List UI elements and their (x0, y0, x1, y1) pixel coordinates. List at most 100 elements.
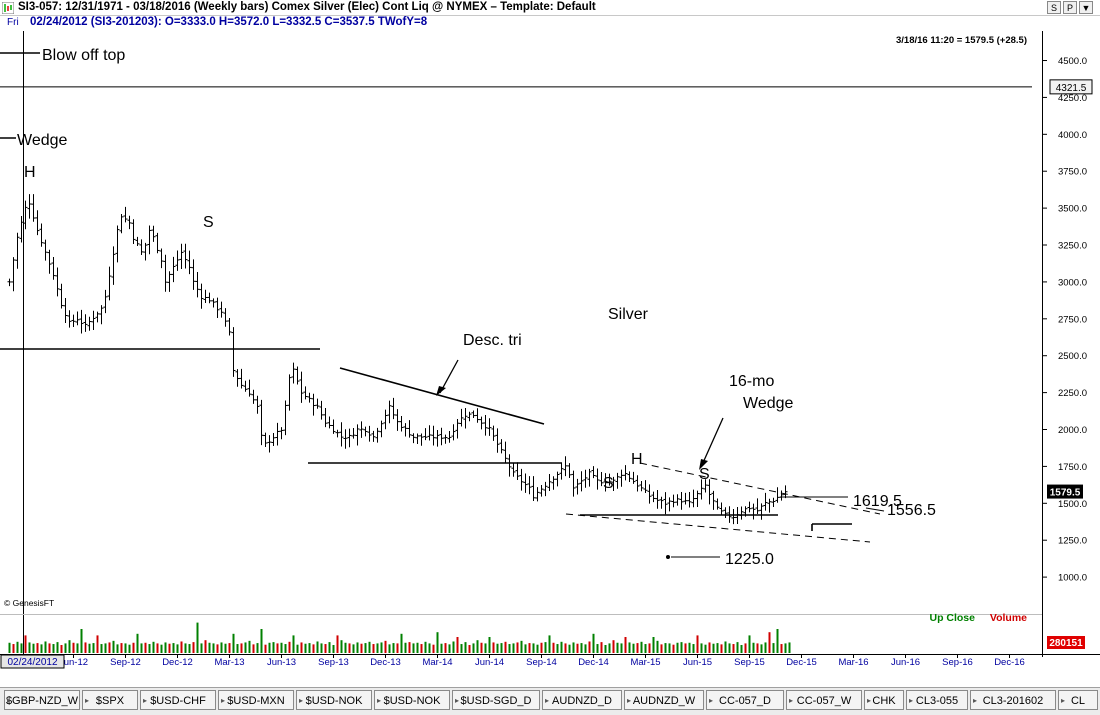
price-bar (67, 310, 72, 328)
price-axis-label: 2750.0 (1058, 314, 1087, 325)
price-bar (39, 223, 44, 247)
volume-bar (508, 644, 511, 653)
symbol-tab[interactable]: ▸ $SPX (82, 690, 138, 710)
price-bar (339, 422, 344, 447)
volume-bar (604, 645, 607, 653)
time-axis-label: Sep-12 (110, 657, 141, 668)
symbol-tab[interactable]: ▸ CC-057_W (786, 690, 862, 710)
price-bar (367, 425, 372, 442)
volume-bar (324, 644, 327, 653)
symbol-tab[interactable]: ▸ $USD-NOK (374, 690, 450, 710)
volume-bar (600, 642, 603, 653)
price-bar (43, 239, 48, 261)
symbol-tab[interactable]: ▸ CC-057_D (706, 690, 784, 710)
price-bar (523, 473, 528, 493)
price-bar (251, 389, 256, 404)
volume-bar (596, 644, 599, 653)
price-bar (263, 432, 268, 447)
s-button[interactable]: S (1047, 1, 1061, 14)
price-axis-label: 1250.0 (1058, 536, 1087, 547)
price-bar (579, 471, 584, 492)
symbol-tab[interactable]: ▸ $USD-CHF (140, 690, 216, 710)
price-axis-panel (1042, 31, 1100, 687)
wedge-lower-dashed (565, 513, 871, 543)
volume-bar (624, 637, 627, 653)
volume-bar (104, 643, 107, 653)
chart-annotation: S (603, 475, 614, 492)
time-axis-label: Mar-16 (838, 657, 868, 668)
chart-annotation: Wedge (17, 132, 68, 149)
price-bar (387, 400, 392, 424)
level-1225-marker (666, 555, 670, 559)
time-axis-label: Dec-15 (786, 657, 817, 668)
p-button[interactable]: P (1063, 1, 1077, 14)
time-axis-label: Jun-15 (683, 657, 712, 668)
time-axis-label: Sep-15 (734, 657, 765, 668)
window-titlebar: SI3-057: 12/31/1971 - 03/18/2016 (Weekly… (0, 0, 1100, 16)
volume-bar (64, 643, 67, 653)
symbol-tab[interactable]: ▸ $USD-NOK (296, 690, 372, 710)
price-axis-label: 2500.0 (1058, 351, 1087, 362)
symbol-tab[interactable]: ▸ CL (1058, 690, 1098, 710)
price-bar (551, 476, 556, 490)
price-bar (547, 474, 552, 492)
price-bar (307, 392, 312, 403)
menu-dropdown-button[interactable]: ▼ (1079, 1, 1093, 14)
volume-bar (464, 642, 467, 653)
price-bar (419, 433, 424, 446)
volume-bar (244, 642, 247, 653)
volume-bar (80, 629, 83, 653)
price-bar (671, 494, 676, 508)
volume-bar (352, 644, 355, 653)
symbol-tab[interactable]: ▸ AUDNZD_D (542, 690, 622, 710)
price-bar (119, 213, 124, 234)
price-bar (607, 473, 612, 486)
volume-bar (300, 642, 303, 653)
price-bar (191, 259, 196, 290)
price-bar (59, 283, 64, 309)
time-axis-label: Jun-13 (267, 657, 296, 668)
tab-arrow-icon: ▸ (545, 696, 550, 705)
chart-annotation: Blow off top (42, 47, 125, 64)
volume-bar (376, 643, 379, 653)
volume-bar (628, 642, 631, 653)
symbol-tab[interactable]: ▸ AUDNZD_W (624, 690, 704, 710)
price-bar (347, 428, 352, 448)
price-bar (439, 427, 444, 446)
price-bar (571, 470, 576, 497)
volume-bar (660, 644, 663, 653)
price-bar (755, 498, 760, 514)
price-bar (355, 424, 360, 446)
volume-bar (276, 643, 279, 653)
time-axis-label: Jun-12 (59, 657, 88, 668)
price-bar (211, 298, 216, 308)
volume-bar (120, 643, 123, 653)
price-axis-label: 2000.0 (1058, 425, 1087, 436)
price-bar (431, 425, 436, 446)
price-bar (311, 393, 316, 416)
price-bar (83, 314, 88, 332)
symbol-tab[interactable]: ▸ $GBP-NZD_W (4, 690, 80, 710)
symbol-tab[interactable]: ▸ CL3-055 (906, 690, 968, 710)
window-title: SI3-057: 12/31/1971 - 03/18/2016 (Weekly… (18, 1, 596, 13)
cursor-price-box (1049, 79, 1093, 95)
volume-bar (360, 643, 363, 653)
volume-bar (556, 644, 559, 653)
price-bar (103, 289, 108, 314)
volume-bar (440, 643, 443, 653)
price-bar (655, 489, 660, 509)
tab-arrow-icon: ▸ (143, 696, 148, 705)
price-bar (443, 434, 448, 444)
price-bar (483, 415, 488, 436)
symbol-tab[interactable]: ▸ $USD-SGD_D (452, 690, 540, 710)
symbol-tab[interactable]: ▸ CHK (864, 690, 904, 710)
price-chart[interactable]: 1000.0 1250.0 1500.0 1750.0 2000.0 2250.0 2500… (0, 31, 1100, 687)
tab-arrow-icon: ▸ (455, 696, 460, 705)
price-bar (287, 374, 292, 411)
volume-bar (16, 641, 19, 653)
symbol-tab[interactable]: ▸ $USD-MXN (218, 690, 294, 710)
symbol-tab[interactable]: ▸ CL3-201602 (970, 690, 1056, 710)
volume-bar (132, 642, 135, 653)
price-bar (111, 246, 116, 285)
price-bar (131, 219, 136, 245)
